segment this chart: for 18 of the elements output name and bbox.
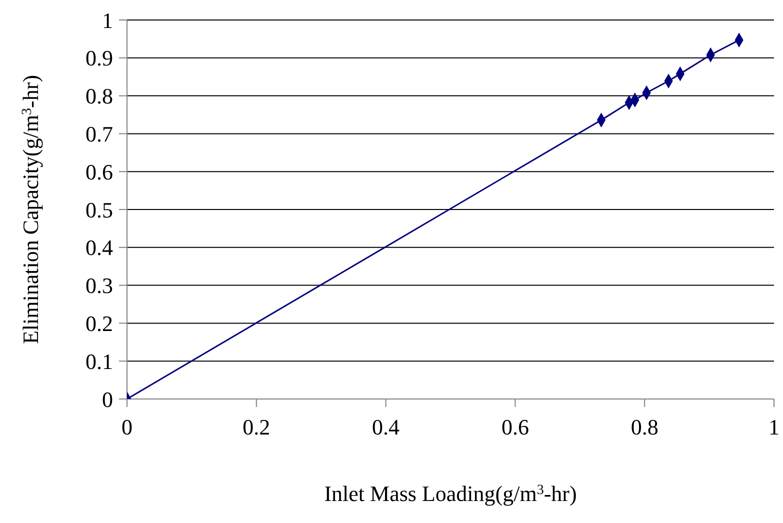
x-tick-label: 1 <box>768 414 780 440</box>
y-tick-label: 1 <box>102 8 113 33</box>
y-tick-label: 0.1 <box>86 348 113 374</box>
y-tick-label: 0.2 <box>86 311 113 336</box>
y-tick-label: 0.3 <box>86 273 113 298</box>
y-tick-label: 0.6 <box>86 159 113 184</box>
x-axis-title: Inlet Mass Loading(g/m$^{3}$-hr) <box>324 481 577 506</box>
y-tick-label: 0.8 <box>86 84 113 109</box>
y-tick-label: 0.9 <box>86 46 113 71</box>
y-tick-label: 0.7 <box>86 122 113 147</box>
x-tick-label: 0.8 <box>630 414 658 440</box>
y-tick-label: 0 <box>102 386 113 412</box>
x-tick-label: 0.2 <box>242 414 270 440</box>
y-tick-label: 0.4 <box>86 235 113 260</box>
x-tick-label: 0.4 <box>372 414 400 440</box>
x-tick-label: 0.6 <box>501 414 529 440</box>
y-tick-label: 0.5 <box>86 197 113 222</box>
x-tick-label: 0 <box>122 414 132 440</box>
